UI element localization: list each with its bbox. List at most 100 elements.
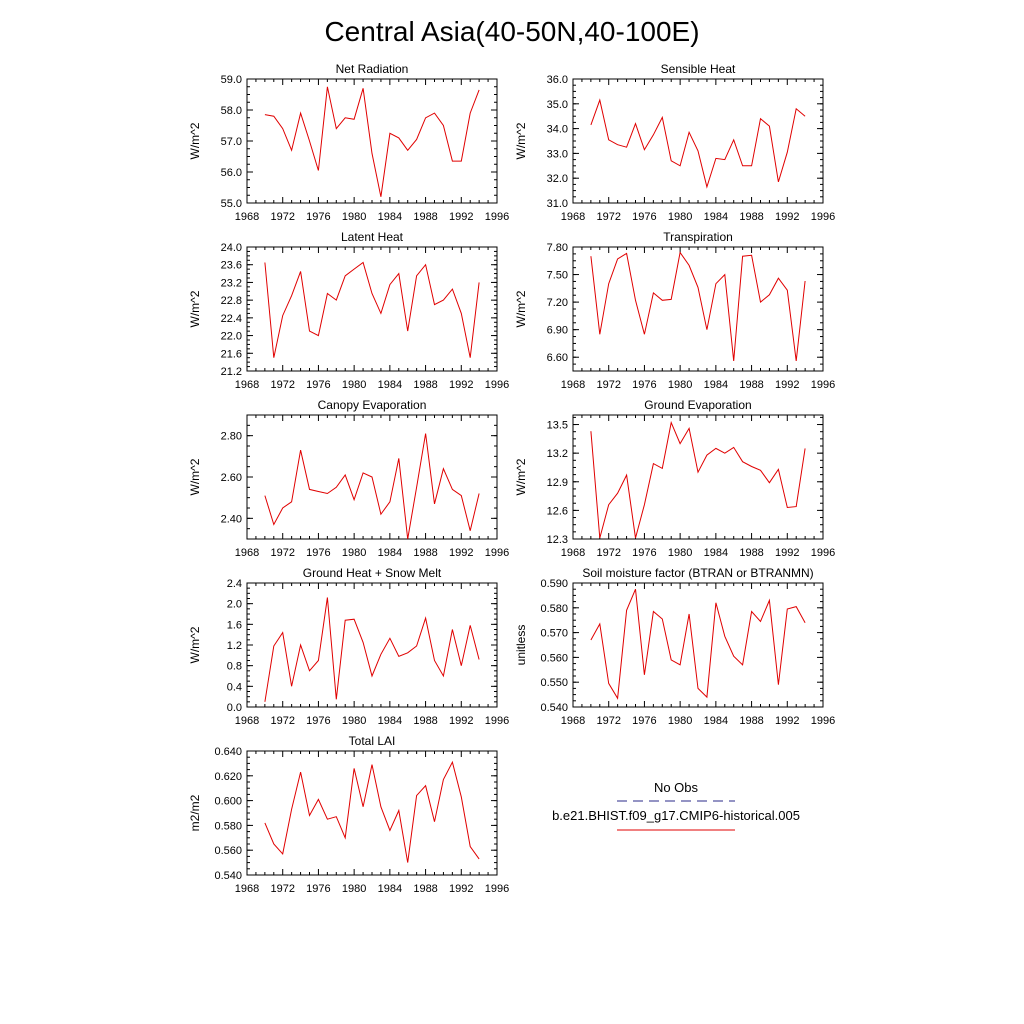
panels-group: Net Radiation W/m^2 1968 1972 1976 1980 1984 19… — [188, 62, 835, 895]
panel-6: Ground Heat + Snow Melt W/m^2 1968 1972 1976… — [188, 566, 509, 727]
y-tick-label: 2.4 — [227, 578, 242, 590]
x-tick-label: 1984 — [378, 211, 402, 223]
y-tick-label: 56.0 — [221, 167, 242, 179]
y-tick-label: 0.550 — [540, 677, 568, 689]
y-tick-label: 2.80 — [221, 431, 242, 443]
x-tick-label: 1972 — [270, 211, 294, 223]
y-tick-label: 0.560 — [214, 845, 242, 857]
x-tick-label: 1980 — [342, 211, 366, 223]
plot-frame — [572, 414, 824, 540]
x-tick-label: 1988 — [413, 547, 437, 559]
x-tick-label: 1996 — [485, 211, 509, 223]
series-line — [590, 420, 806, 539]
y-axis-label: W/m^2 — [188, 458, 202, 495]
x-tick-label: 1968 — [561, 547, 585, 559]
plot-frame — [246, 78, 498, 204]
y-tick-label: 21.6 — [221, 348, 242, 360]
panel-title: Ground Evaporation — [644, 398, 751, 412]
y-tick-label: 0.600 — [214, 796, 242, 808]
panel-8: Total LAI m2/m2 1968 1972 1976 1980 1984 1988 19… — [188, 734, 509, 895]
y-tick-label: 21.2 — [221, 366, 242, 378]
y-tick-label: 0.0 — [227, 702, 242, 714]
panel-title: Transpiration — [663, 230, 733, 244]
panel-title: Latent Heat — [341, 230, 404, 244]
x-tick-label: 1988 — [739, 715, 763, 727]
y-tick-label: 13.2 — [547, 448, 568, 460]
x-tick-label: 1996 — [485, 547, 509, 559]
x-tick-label: 1980 — [342, 715, 366, 727]
y-tick-label: 12.3 — [547, 534, 568, 546]
x-tick-label: 1968 — [235, 211, 259, 223]
y-tick-label: 23.2 — [221, 277, 242, 289]
y-tick-label: 12.6 — [547, 505, 568, 517]
y-tick-label: 2.0 — [227, 599, 242, 611]
x-tick-label: 1976 — [632, 379, 656, 391]
x-tick-label: 1972 — [596, 211, 620, 223]
y-tick-label: 2.60 — [221, 472, 242, 484]
x-tick-label: 1996 — [811, 715, 835, 727]
y-tick-label: 1.6 — [227, 619, 242, 631]
panel-0: Net Radiation W/m^2 1968 1972 1976 1980 1984 19… — [188, 62, 509, 223]
y-tick-label: 7.20 — [547, 297, 568, 309]
x-tick-label: 1968 — [235, 379, 259, 391]
x-tick-label: 1968 — [235, 715, 259, 727]
x-tick-label: 1976 — [632, 715, 656, 727]
panel-7: Soil moisture factor (BTRAN or BTRANMN) u… — [514, 566, 835, 727]
x-tick-label: 1972 — [270, 883, 294, 895]
x-tick-label: 1972 — [596, 715, 620, 727]
x-tick-label: 1976 — [306, 379, 330, 391]
panel-title: Canopy Evaporation — [318, 398, 427, 412]
x-tick-label: 1980 — [668, 547, 692, 559]
x-tick-label: 1980 — [668, 379, 692, 391]
y-tick-label: 0.4 — [227, 681, 242, 693]
x-tick-label: 1972 — [270, 379, 294, 391]
y-tick-label: 13.5 — [547, 420, 568, 432]
x-tick-label: 1996 — [811, 379, 835, 391]
y-axis-label: W/m^2 — [188, 626, 202, 663]
x-tick-label: 1992 — [449, 379, 473, 391]
y-axis-label: W/m^2 — [514, 122, 528, 159]
y-tick-label: 55.0 — [221, 198, 242, 210]
series-line — [590, 589, 806, 700]
plot-frame — [572, 246, 824, 372]
x-tick-label: 1992 — [775, 211, 799, 223]
x-tick-label: 1980 — [342, 547, 366, 559]
y-tick-label: 0.540 — [214, 870, 242, 882]
x-tick-label: 1988 — [413, 379, 437, 391]
x-tick-label: 1984 — [704, 547, 728, 559]
legend: No Obs b.e21.BHIST.f09_g17.CMIP6-histori… — [552, 780, 800, 831]
x-tick-label: 1988 — [739, 547, 763, 559]
series-line — [590, 251, 806, 361]
x-tick-label: 1976 — [306, 547, 330, 559]
y-axis-label: W/m^2 — [188, 290, 202, 327]
x-tick-label: 1976 — [632, 211, 656, 223]
x-tick-label: 1988 — [413, 715, 437, 727]
panel-1: Sensible Heat W/m^2 1968 1972 1976 1980 1984 19… — [514, 62, 835, 223]
panel-3: Transpiration W/m^2 1968 1972 1976 1980 1984 19… — [514, 230, 835, 391]
x-tick-label: 1968 — [561, 211, 585, 223]
y-tick-label: 59.0 — [221, 74, 242, 86]
x-tick-label: 1968 — [235, 883, 259, 895]
y-axis-label: W/m^2 — [514, 290, 528, 327]
x-tick-label: 1996 — [485, 715, 509, 727]
panel-4: Canopy Evaporation W/m^2 1968 1972 1976 1980 1… — [188, 398, 509, 559]
x-tick-label: 1984 — [704, 715, 728, 727]
y-tick-label: 2.40 — [221, 513, 242, 525]
y-axis-label: W/m^2 — [188, 122, 202, 159]
x-tick-label: 1972 — [270, 547, 294, 559]
series-line — [264, 433, 480, 540]
y-tick-label: 24.0 — [221, 242, 242, 254]
y-tick-label: 7.50 — [547, 270, 568, 282]
series-line — [264, 760, 480, 863]
y-tick-label: 0.620 — [214, 771, 242, 783]
x-tick-label: 1976 — [632, 547, 656, 559]
x-tick-label: 1980 — [342, 883, 366, 895]
x-tick-label: 1984 — [704, 379, 728, 391]
panel-title: Total LAI — [349, 734, 396, 748]
y-tick-label: 58.0 — [221, 105, 242, 117]
y-tick-label: 57.0 — [221, 136, 242, 148]
y-tick-label: 22.0 — [221, 331, 242, 343]
y-axis-label: W/m^2 — [514, 458, 528, 495]
panel-title: Sensible Heat — [661, 62, 736, 76]
